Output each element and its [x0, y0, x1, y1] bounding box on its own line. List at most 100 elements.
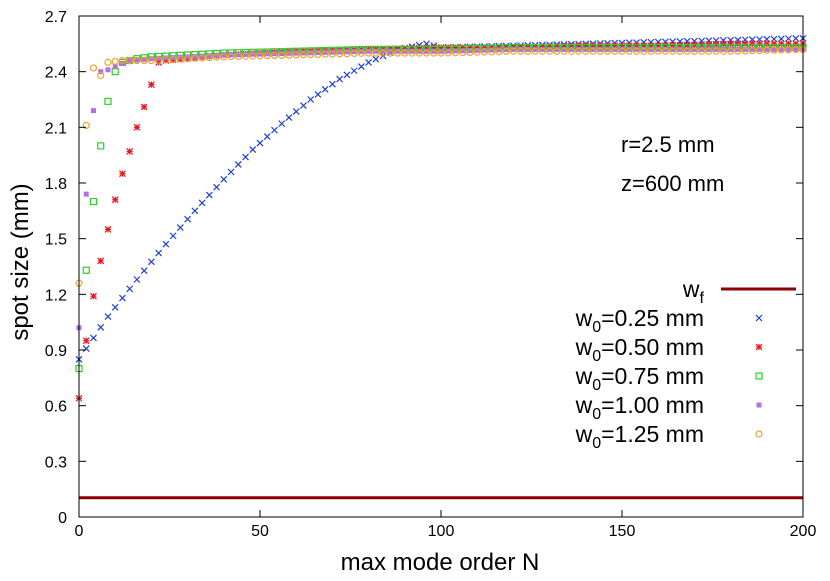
data-point [661, 47, 670, 55]
data-point [314, 90, 322, 98]
data-point [755, 46, 764, 55]
data-point [727, 40, 735, 48]
data-point [98, 69, 104, 75]
data-point [583, 46, 589, 52]
data-point [496, 47, 502, 53]
data-point [654, 47, 662, 55]
data-point [539, 46, 545, 52]
data-point [502, 47, 510, 56]
data-point [510, 46, 516, 52]
data-point [82, 121, 90, 130]
data-point [155, 249, 163, 257]
data-point [220, 175, 228, 183]
data-point [771, 46, 777, 52]
data-point [241, 52, 250, 60]
legend-label-series-3: w0=1.00 mm [575, 392, 704, 423]
data-point-stroke [140, 267, 148, 275]
data-point [191, 54, 199, 62]
data-point [357, 49, 365, 57]
data-point [104, 313, 112, 321]
data-point-stroke [792, 35, 800, 42]
data-point [640, 47, 648, 55]
y-tick-label: 2.1 [45, 120, 67, 137]
data-point [735, 46, 741, 52]
data-point [285, 114, 293, 122]
data-point [147, 56, 155, 65]
y-tick-label: 0.6 [45, 399, 67, 416]
data-point [104, 97, 112, 105]
data-point [677, 46, 683, 52]
data-point [713, 46, 719, 52]
y-tick-label: 1.8 [45, 176, 67, 193]
data-point [205, 191, 213, 199]
data-point [590, 46, 596, 52]
data-point [263, 52, 271, 60]
data-point [126, 285, 134, 293]
data-point [589, 47, 597, 55]
data-point [401, 49, 409, 57]
data-point [648, 46, 654, 52]
data-point [409, 48, 415, 54]
data-point [777, 35, 785, 43]
data-point [270, 51, 279, 60]
data-point [509, 47, 518, 55]
data-point [705, 47, 713, 55]
data-point [235, 52, 241, 58]
data-point [567, 47, 575, 55]
data-point [561, 46, 567, 52]
data-point [300, 50, 306, 56]
data-point [314, 50, 322, 59]
data-point [459, 48, 467, 57]
data-point [633, 46, 639, 52]
legend-marker-series-1 [755, 343, 763, 351]
data-point [554, 46, 560, 52]
data-point [698, 47, 706, 55]
data-point [243, 51, 249, 57]
data-point [467, 48, 473, 54]
data-point [525, 46, 531, 52]
data-point [792, 40, 800, 48]
data-point [257, 51, 263, 57]
data-point [156, 55, 162, 61]
data-point [518, 46, 524, 52]
data-point [742, 46, 748, 52]
data-point [162, 56, 170, 64]
data-point [286, 50, 292, 56]
data-point [321, 50, 329, 58]
data-point [763, 40, 771, 48]
data-point [524, 47, 532, 55]
data-point [198, 54, 206, 62]
data-point [227, 53, 235, 61]
data-point [105, 67, 111, 73]
data-point-stroke [755, 314, 763, 322]
data-point [213, 183, 220, 191]
data-point-stroke [785, 35, 792, 43]
data-point [402, 48, 408, 54]
data-point [488, 48, 496, 56]
data-point [234, 161, 242, 168]
data-point [140, 56, 148, 65]
data-point [111, 57, 119, 66]
data-point [249, 52, 257, 60]
data-point [785, 40, 792, 48]
data-point-stroke [104, 313, 112, 321]
data-point [83, 191, 89, 197]
data-point-stroke [133, 276, 141, 283]
data-point [366, 48, 372, 54]
data-point [112, 63, 118, 69]
data-point [104, 58, 112, 66]
legend-label-series-0: w0=0.25 mm [575, 305, 704, 336]
data-point [612, 46, 618, 52]
legend-marker-series-3 [756, 402, 762, 408]
data-point [582, 47, 590, 55]
data-point-stroke [256, 139, 264, 147]
data-point-stroke [205, 191, 213, 199]
legend-label-wf: wf [682, 276, 705, 307]
data-point [728, 46, 734, 52]
data-point [734, 40, 742, 48]
data-point [553, 47, 561, 55]
data-point [655, 46, 661, 52]
data-point [748, 40, 756, 48]
y-tick-label: 0.9 [45, 343, 67, 360]
data-point-stroke [119, 294, 126, 302]
